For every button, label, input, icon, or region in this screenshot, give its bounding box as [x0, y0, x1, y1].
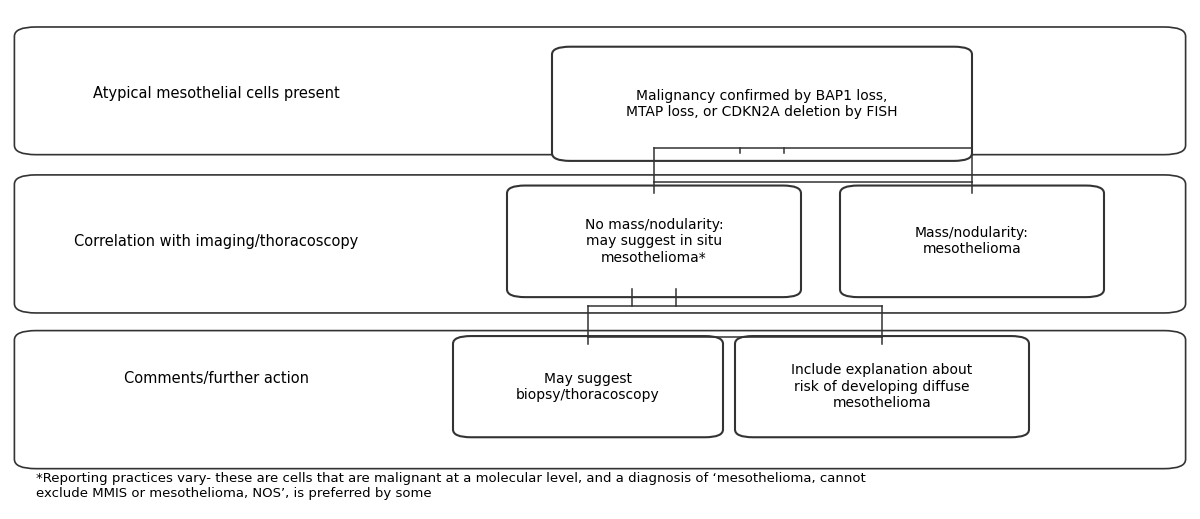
Text: Correlation with imaging/thoracoscopy: Correlation with imaging/thoracoscopy: [74, 234, 358, 249]
FancyBboxPatch shape: [454, 336, 722, 437]
Text: Include explanation about
risk of developing diffuse
mesothelioma: Include explanation about risk of develo…: [791, 363, 973, 410]
FancyBboxPatch shape: [552, 47, 972, 161]
Text: Malignancy confirmed by BAP1 loss,
MTAP loss, or CDKN2A deletion by FISH: Malignancy confirmed by BAP1 loss, MTAP …: [626, 89, 898, 119]
FancyBboxPatch shape: [508, 186, 802, 297]
Text: No mass/nodularity:
may suggest in situ
mesothelioma*: No mass/nodularity: may suggest in situ …: [584, 218, 724, 265]
FancyBboxPatch shape: [14, 331, 1186, 469]
Text: Mass/nodularity:
mesothelioma: Mass/nodularity: mesothelioma: [916, 226, 1028, 256]
Text: *Reporting practices vary- these are cells that are malignant at a molecular lev: *Reporting practices vary- these are cel…: [36, 472, 865, 500]
Text: Atypical mesothelial cells present: Atypical mesothelial cells present: [92, 86, 340, 101]
Text: Comments/further action: Comments/further action: [124, 372, 308, 386]
FancyBboxPatch shape: [14, 175, 1186, 313]
Text: May suggest
biopsy/thoracoscopy: May suggest biopsy/thoracoscopy: [516, 372, 660, 402]
FancyBboxPatch shape: [14, 27, 1186, 155]
FancyBboxPatch shape: [734, 336, 1030, 437]
FancyBboxPatch shape: [840, 186, 1104, 297]
